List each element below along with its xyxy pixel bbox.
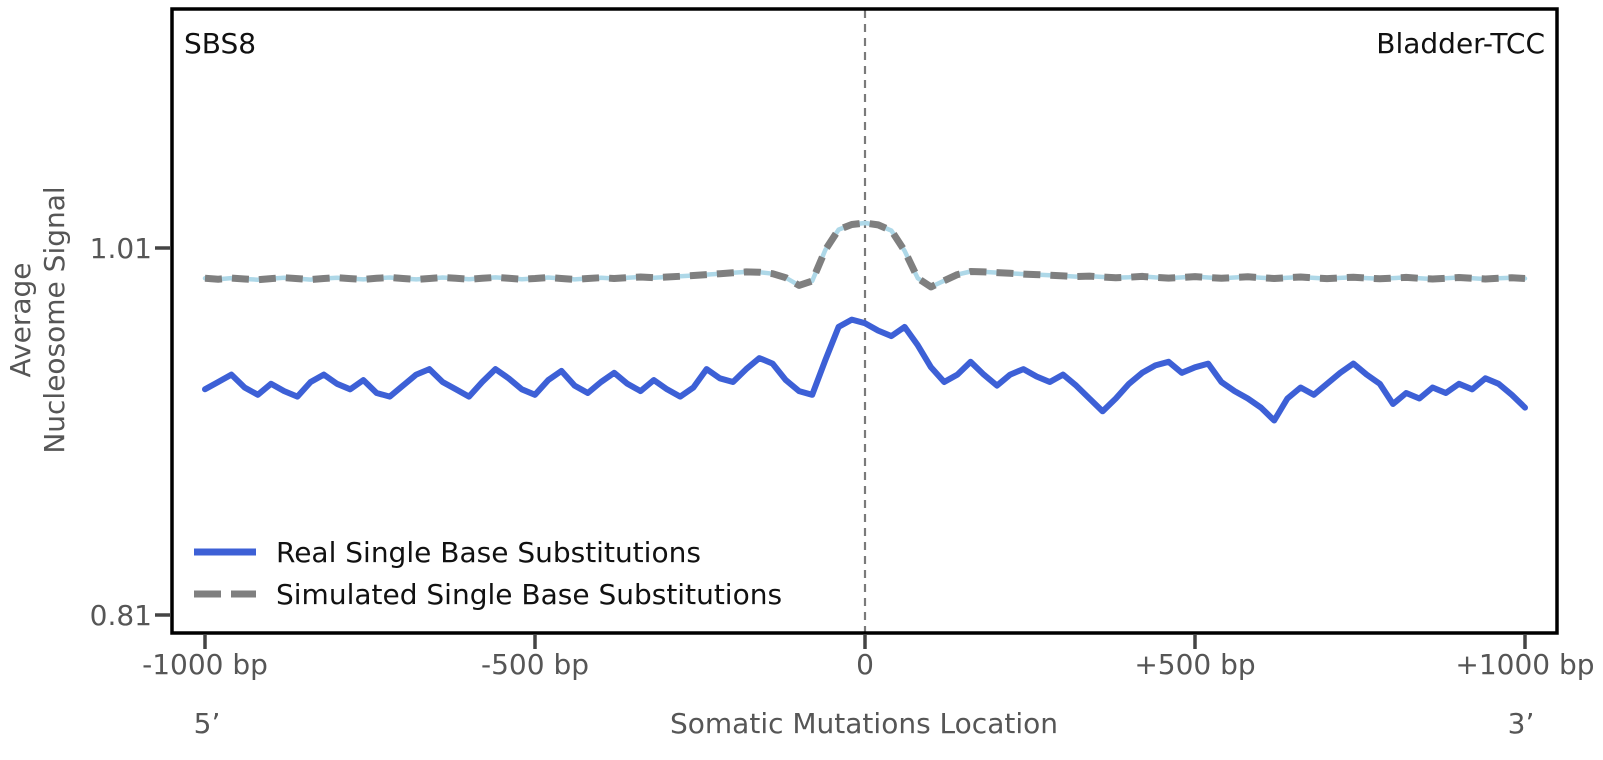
legend-real-label: Real Single Base Substitutions [276, 536, 701, 569]
x-tick-label: -1000 bp [142, 648, 268, 681]
y-tick-label-top: 1.01 [90, 232, 152, 265]
plot-border [170, 7, 1559, 635]
x-tick-label: -500 bp [481, 648, 589, 681]
x-tick-label: +1000 bp [1455, 648, 1594, 681]
real-series-line [202, 316, 1528, 424]
series-layer [202, 219, 1528, 424]
cancer-type-label: Bladder-TCC [1376, 27, 1545, 60]
legend: Real Single Base Substitutions Simulated… [194, 536, 782, 611]
five-prime-label: 5’ [194, 707, 221, 740]
y-tick-label-bottom: 0.81 [90, 599, 152, 632]
x-tick-label: 0 [856, 648, 874, 681]
simulated-series-dashed-line [204, 219, 1526, 291]
three-prime-label: 3’ [1508, 707, 1535, 740]
x-tick-label: +500 bp [1134, 648, 1255, 681]
y-axis-label-line1: Average [4, 263, 37, 378]
legend-simulated-label: Simulated Single Base Substitutions [276, 578, 782, 611]
y-axis-label-line2: Nucleosome Signal [38, 186, 71, 453]
signature-label: SBS8 [184, 27, 256, 60]
x-axis-label: Somatic Mutations Location [670, 707, 1058, 740]
